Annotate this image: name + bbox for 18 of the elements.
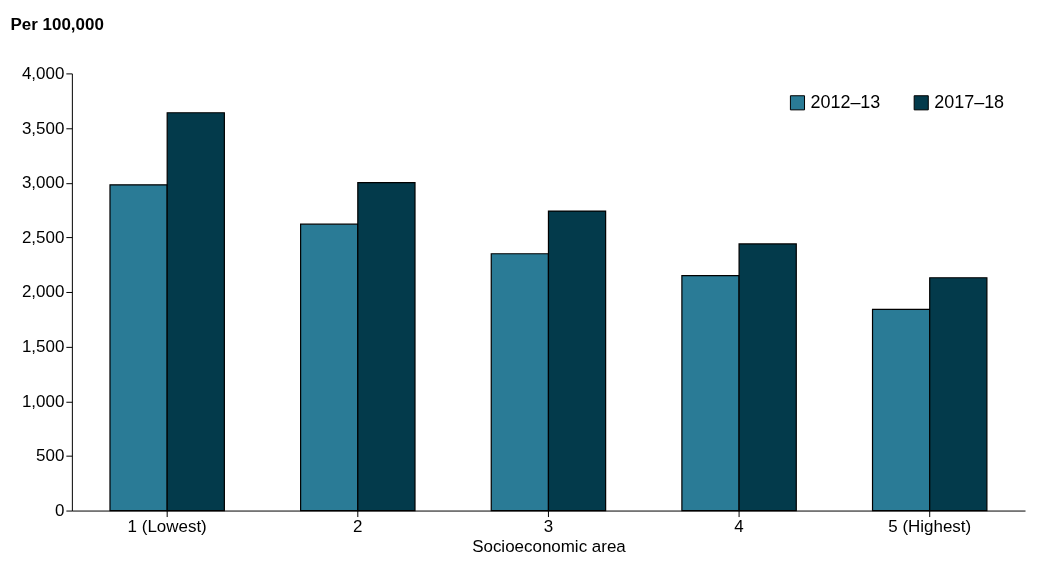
y-tick-label: 4,000 [21, 63, 65, 83]
x-tick-label: 1 (Lowest) [127, 517, 207, 537]
y-tick-label: 1,500 [21, 337, 65, 357]
y-tick-label: 3,000 [21, 173, 65, 193]
y-axis-title: Per 100,000 [10, 14, 104, 34]
y-tick-label: 2,500 [21, 227, 65, 247]
y-tick-label: 0 [54, 501, 65, 521]
x-tick-label: 4 [734, 517, 744, 537]
x-axis-title: Socioeconomic area [472, 536, 627, 556]
y-tick-label: 3,500 [21, 118, 65, 138]
legend-label: 2012–13 [810, 91, 881, 112]
x-tick-label: 3 [543, 517, 554, 537]
y-tick-label: 500 [36, 446, 65, 466]
x-tick-label: 5 (Highest) [888, 517, 972, 537]
legend-label: 2017–18 [934, 91, 1005, 112]
y-tick-label: 2,000 [21, 282, 65, 302]
x-tick-label: 2 [353, 517, 363, 537]
y-tick-label: 1,000 [21, 391, 65, 411]
